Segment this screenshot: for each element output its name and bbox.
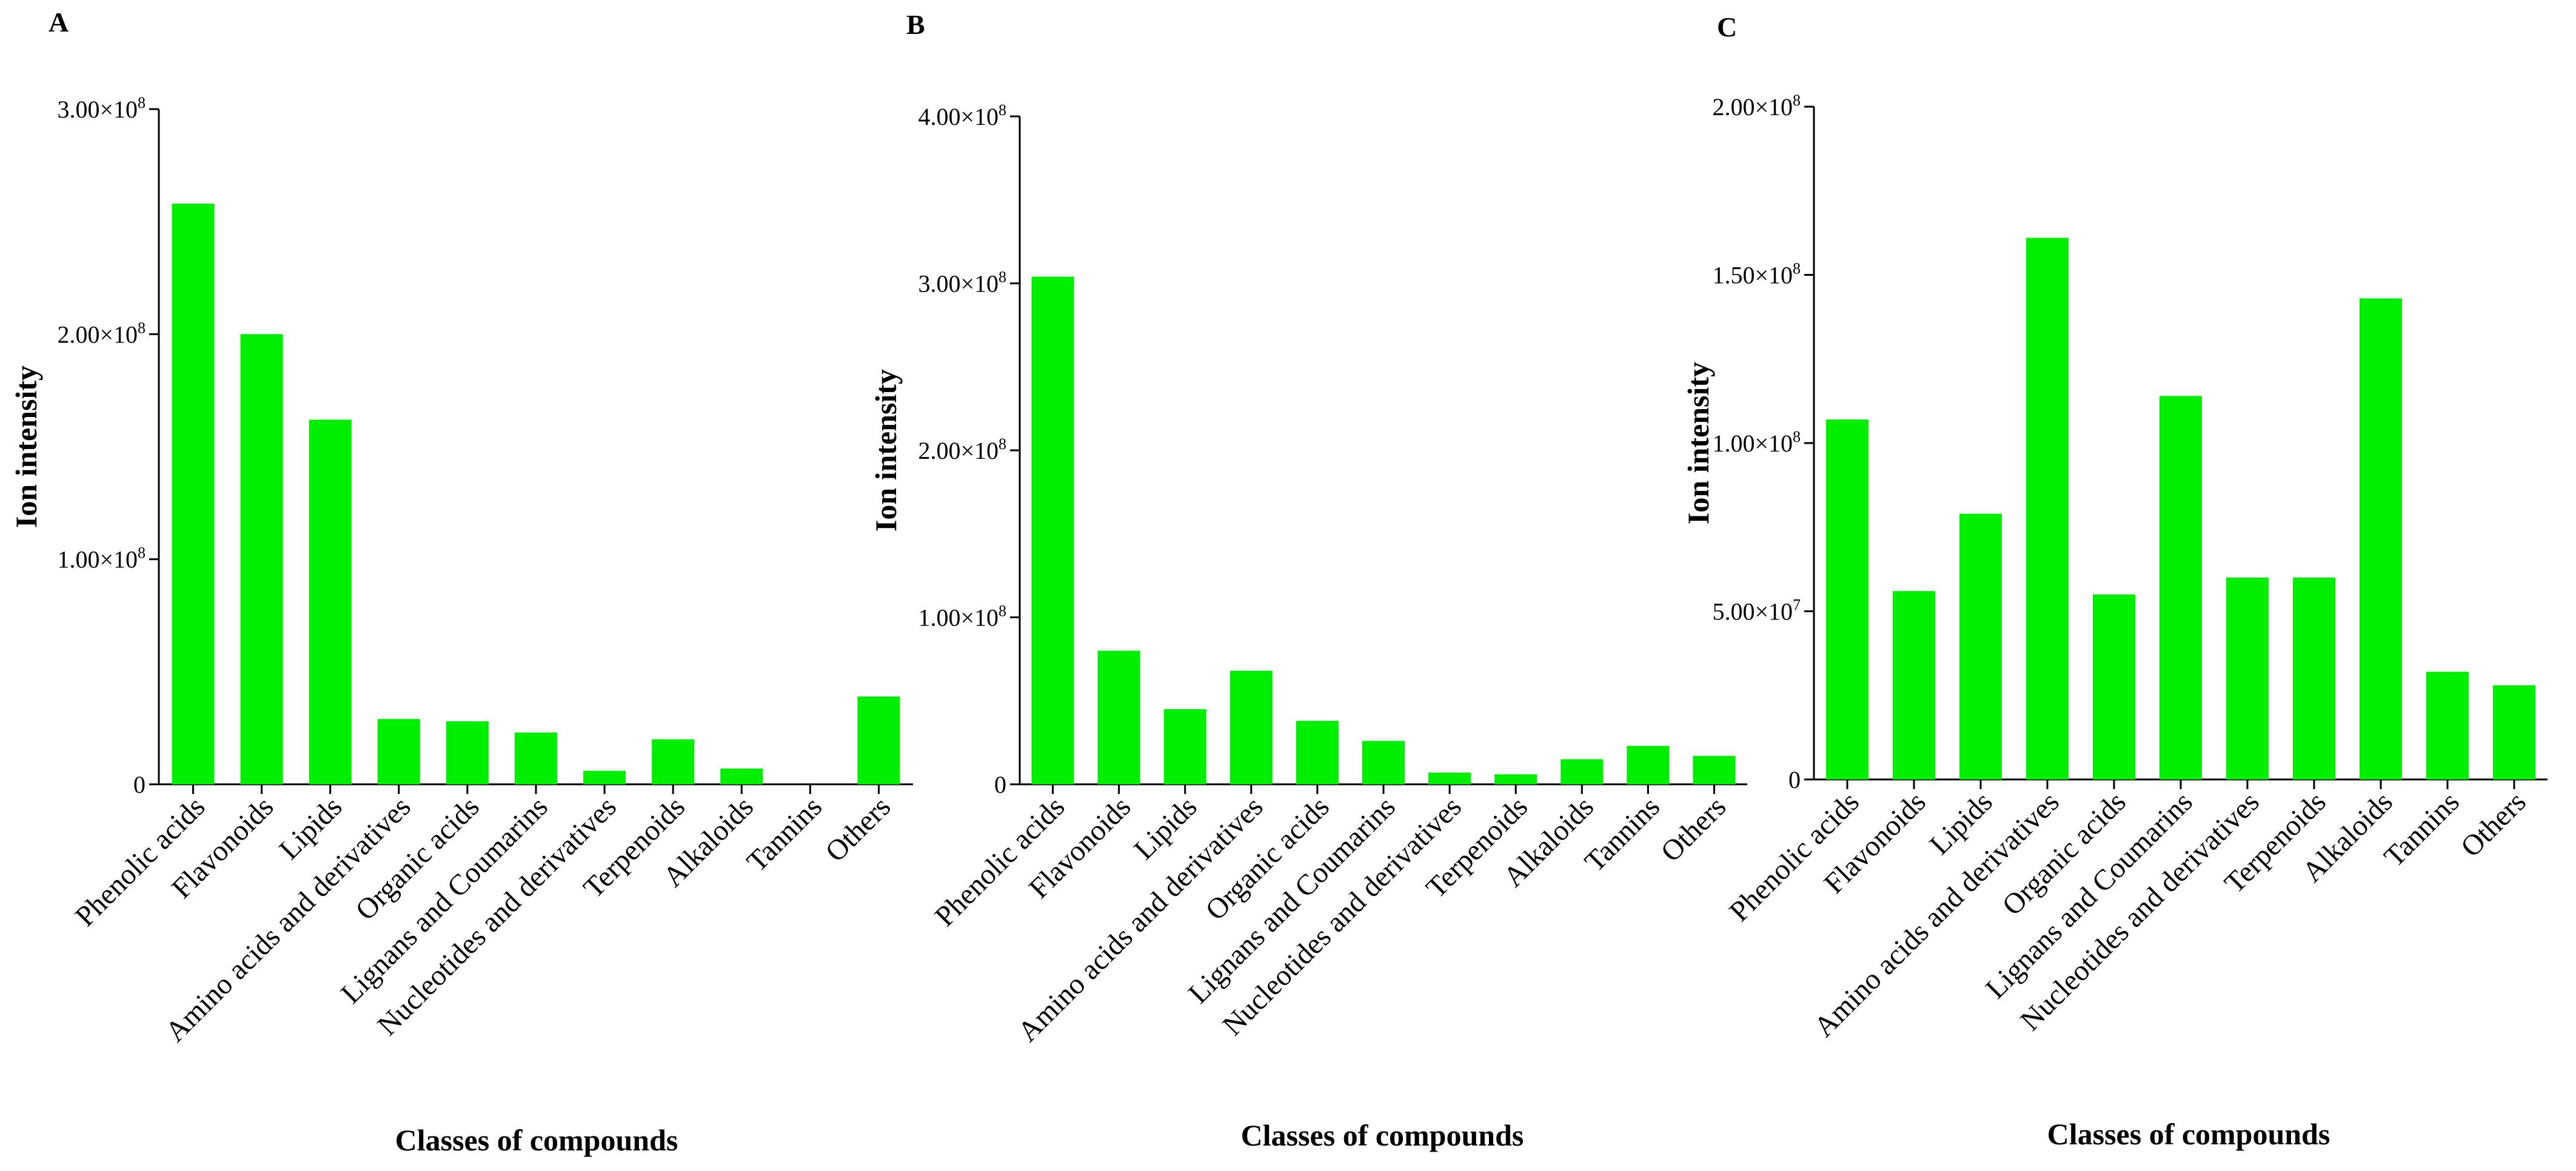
y-tick-mantissa: 1.00×10 — [1712, 430, 1793, 457]
y-tick-exponent: 8 — [999, 269, 1006, 286]
x-tick-label: Tannins — [741, 790, 828, 878]
bar — [515, 732, 557, 784]
bar — [240, 334, 283, 784]
bar — [652, 739, 695, 784]
y-tick-exponent: 8 — [1793, 260, 1801, 278]
y-tick-mantissa: 5.00×10 — [1712, 598, 1793, 626]
bar — [1097, 650, 1140, 784]
bar — [1494, 774, 1537, 784]
bar — [309, 419, 352, 784]
bar — [377, 719, 420, 784]
bar — [2159, 396, 2202, 779]
y-tick-mantissa: 2.00×10 — [57, 321, 138, 348]
y-tick-exponent: 8 — [1793, 92, 1801, 109]
y-tick-label: 0 — [1788, 766, 1801, 793]
y-tick-mantissa: 1.00×10 — [918, 604, 999, 632]
bar — [857, 696, 900, 784]
bar — [1296, 721, 1339, 784]
y-tick-mantissa: 0 — [994, 771, 1006, 798]
y-tick-mantissa: 3.00×10 — [57, 96, 138, 123]
bar — [2026, 238, 2069, 779]
bar — [720, 769, 763, 784]
bar — [2226, 578, 2269, 779]
x-axis-title: Classes of compounds — [2047, 1117, 2330, 1151]
y-axis-title: Ion intensity — [1681, 362, 1715, 524]
bar — [1561, 759, 1604, 784]
y-tick-label: 4.00×108 — [918, 101, 1006, 130]
bar — [172, 203, 215, 785]
y-tick-exponent: 7 — [1793, 596, 1801, 614]
x-tick-label: Others — [2455, 786, 2532, 863]
bar — [2493, 685, 2535, 779]
panel-c: C05.00×1071.00×1081.50×1082.00×108Phenol… — [1681, 12, 2548, 1151]
x-axis-title: Classes of compounds — [395, 1123, 678, 1157]
y-tick-mantissa: 1.00×10 — [57, 546, 138, 573]
bar — [1362, 741, 1405, 784]
y-tick-label: 2.00×108 — [918, 435, 1006, 464]
bar — [2360, 298, 2402, 780]
y-tick-mantissa: 4.00×10 — [918, 103, 999, 130]
panel-letter: B — [906, 9, 925, 40]
y-tick-mantissa: 2.00×10 — [918, 437, 999, 464]
y-tick-exponent: 8 — [138, 319, 146, 336]
x-tick-label: Tannins — [1579, 790, 1666, 878]
y-tick-exponent: 8 — [999, 435, 1006, 453]
x-tick-label: Others — [1654, 790, 1732, 868]
y-tick-label: 5.00×107 — [1712, 596, 1801, 626]
y-tick-mantissa: 0 — [133, 771, 146, 798]
x-tick-label: Tannins — [2378, 786, 2465, 873]
y-tick-exponent: 8 — [138, 544, 146, 562]
bar — [583, 770, 626, 784]
y-tick-label: 2.00×108 — [57, 319, 146, 348]
y-tick-label: 3.00×108 — [57, 94, 146, 123]
bar — [1627, 746, 1670, 784]
x-tick-label: Others — [819, 790, 897, 868]
y-tick-label: 1.50×108 — [1712, 260, 1801, 289]
bar — [2293, 578, 2335, 779]
panel-letter: A — [49, 7, 69, 38]
y-tick-exponent: 8 — [138, 94, 146, 112]
y-tick-label: 1.00×108 — [1712, 428, 1801, 457]
bar — [1163, 709, 1206, 784]
bar — [446, 721, 489, 784]
y-tick-exponent: 8 — [999, 602, 1006, 620]
bar — [1893, 591, 1935, 779]
y-tick-label: 1.00×108 — [918, 602, 1006, 632]
panel-letter: C — [1717, 12, 1737, 42]
y-tick-exponent: 8 — [1793, 428, 1801, 445]
y-tick-mantissa: 3.00×10 — [918, 270, 999, 298]
bar — [1031, 276, 1074, 785]
y-axis-title: Ion intensity — [9, 365, 43, 528]
y-tick-label: 0 — [133, 771, 146, 798]
y-tick-mantissa: 1.50×10 — [1712, 262, 1793, 289]
bar — [1826, 419, 1868, 779]
y-tick-label: 0 — [994, 771, 1006, 798]
y-tick-label: 2.00×108 — [1712, 92, 1801, 121]
y-tick-exponent: 8 — [999, 101, 1006, 119]
bar — [1693, 756, 1736, 784]
y-tick-mantissa: 0 — [1788, 766, 1801, 793]
y-axis-title: Ion intensity — [869, 369, 903, 532]
bar — [1428, 772, 1471, 784]
bar — [2426, 672, 2469, 779]
panel-b: B01.00×1082.00×1083.00×1084.00×108Phenol… — [869, 9, 1747, 1152]
y-tick-label: 1.00×108 — [57, 544, 146, 573]
bar — [2093, 594, 2135, 779]
bar — [1229, 670, 1273, 784]
y-tick-mantissa: 2.00×10 — [1712, 93, 1793, 121]
y-tick-label: 3.00×108 — [918, 269, 1006, 298]
bar — [1959, 513, 2002, 779]
x-axis-title: Classes of compounds — [1241, 1118, 1524, 1152]
